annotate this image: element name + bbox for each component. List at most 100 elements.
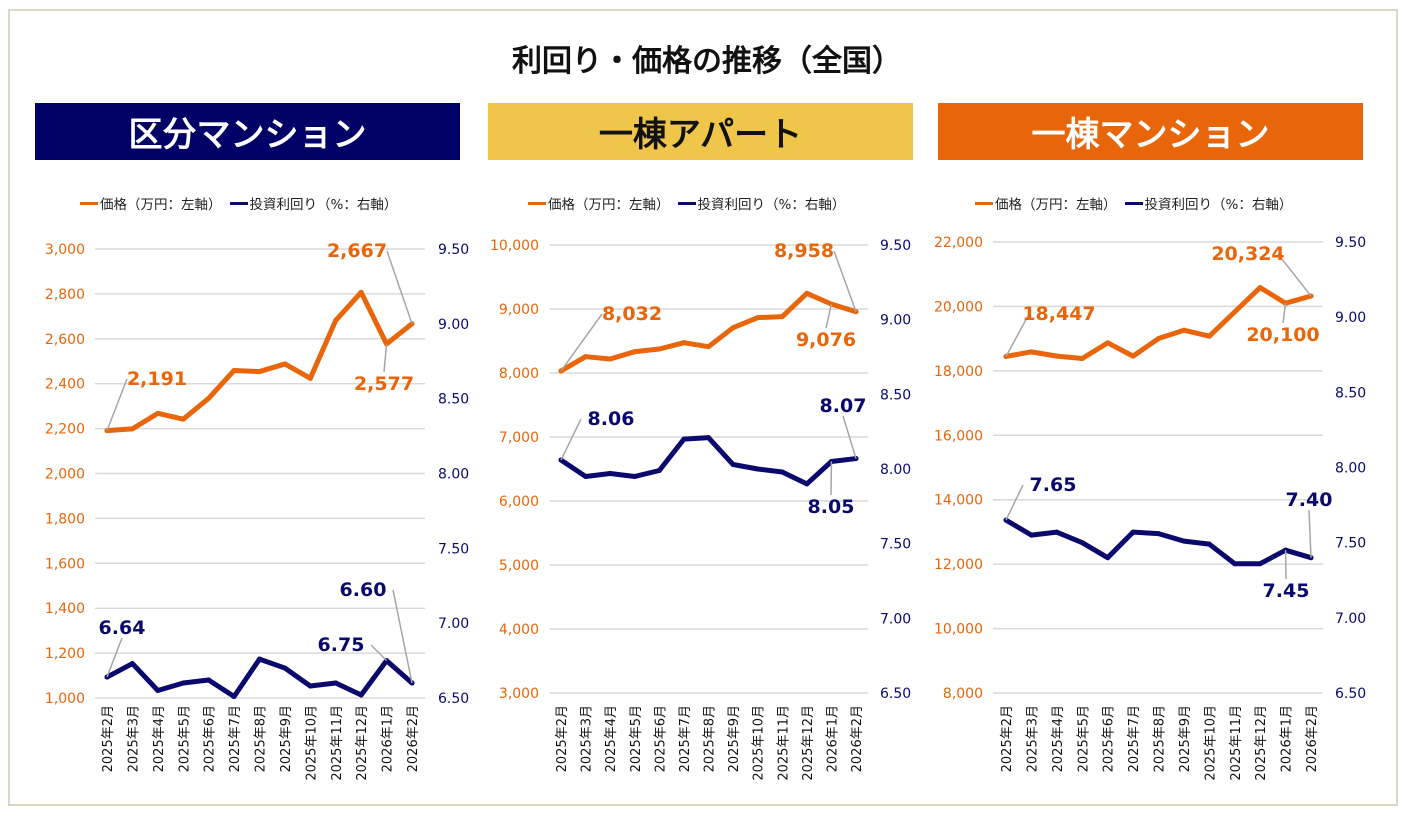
yield-point — [1257, 561, 1263, 567]
x-axis-tick-label: 2025年2月 — [555, 705, 570, 772]
x-axis-tick-label: 2025年8月 — [254, 705, 269, 772]
leader-line — [392, 589, 413, 684]
banner-kubun-mansion: 区分マンション — [35, 103, 460, 160]
x-axis-tick-label: 2025年6月 — [203, 705, 218, 772]
left-axis-tick-label: 4,000 — [499, 622, 539, 638]
x-axis-tick-label: 2025年7月 — [1127, 705, 1142, 772]
left-axis-tick-label: 10,000 — [934, 622, 983, 638]
banner-itto-apartment: 一棟アパート — [488, 103, 913, 160]
right-axis-tick-label: 8.00 — [1335, 461, 1366, 477]
x-axis-tick-label: 2025年4月 — [152, 705, 167, 772]
left-axis-tick-label: 6,000 — [499, 494, 539, 510]
left-axis-tick-label: 1,600 — [45, 556, 85, 572]
left-axis-tick-label: 8,000 — [499, 366, 539, 382]
price-swatch — [528, 201, 546, 205]
price-point — [632, 349, 638, 355]
yield-point — [1028, 532, 1034, 538]
x-axis-tick-label: 2025年12月 — [1254, 705, 1269, 781]
leader-line — [106, 637, 123, 678]
data-label: 8,958 — [774, 240, 834, 262]
leader-line — [825, 303, 833, 329]
leader-line — [106, 378, 128, 431]
x-axis-tick-label: 2025年8月 — [703, 705, 718, 772]
x-axis-tick-label: 2025年5月 — [629, 705, 644, 772]
yield-line — [558, 435, 859, 487]
yield-point — [1054, 529, 1060, 535]
yield-point — [282, 665, 288, 671]
data-label: 8.06 — [588, 408, 635, 430]
x-axis-tick-label: 2025年3月 — [580, 705, 595, 772]
legend-label-yield: 投資利回り（%：右軸） — [697, 197, 846, 213]
chart-panel-2: 8,000 10,000 12,000 14,000 16,000 18,000 20,00… — [934, 235, 1366, 781]
price-point — [155, 410, 161, 416]
price-point — [607, 356, 613, 362]
data-label: 2,191 — [127, 368, 187, 390]
legend: 価格（万円：左軸） 投資利回り（%：右軸） — [80, 193, 401, 213]
price-point — [282, 361, 288, 367]
yield-point — [1232, 561, 1238, 567]
yield-swatch — [677, 201, 696, 205]
left-axis-tick-label: 1,400 — [45, 601, 85, 617]
x-axis-tick-label: 2025年10月 — [1203, 705, 1218, 781]
right-axis-tick-label: 8.50 — [438, 392, 469, 408]
legend-label-price: 価格（万円：左軸） — [548, 197, 670, 213]
left-axis-tick-label: 3,000 — [499, 686, 539, 702]
yield-point — [583, 473, 589, 479]
right-axis-tick-label: 9.00 — [438, 317, 469, 333]
price-point — [583, 354, 589, 360]
yield-point — [333, 680, 339, 686]
yield-point — [1079, 540, 1085, 546]
price-point — [257, 369, 262, 375]
yield-swatch — [229, 201, 248, 205]
left-axis-tick-label: 2,000 — [45, 467, 85, 483]
right-axis-tick-label: 9.00 — [1335, 310, 1366, 326]
price-point — [206, 395, 212, 401]
price-line — [104, 289, 415, 434]
left-axis-tick-label: 3,000 — [45, 242, 85, 258]
x-axis-tick-label: 2025年3月 — [1025, 705, 1040, 772]
yield-point — [180, 680, 186, 686]
data-label: 8,032 — [602, 303, 662, 325]
legend-item-price: 価格（万円：左軸） — [80, 193, 222, 213]
right-axis-tick-label: 7.50 — [438, 541, 469, 557]
right-axis-tick-label: 8.00 — [880, 462, 911, 478]
x-axis-tick-label: 2025年2月 — [101, 705, 116, 772]
left-axis-tick-label: 7,000 — [499, 430, 539, 446]
data-label: 20,324 — [1211, 243, 1284, 265]
legend-item-yield: 投資利回り（%：右軸） — [677, 193, 846, 213]
left-axis-tick-label: 1,000 — [45, 691, 85, 707]
legend-item-yield: 投資利回り（%：右軸） — [229, 193, 397, 213]
yield-point — [804, 481, 810, 487]
left-axis-tick-label: 20,000 — [934, 299, 983, 315]
leader-line — [842, 415, 857, 459]
leader-line — [833, 250, 857, 312]
data-label: 18,447 — [1022, 303, 1095, 325]
chart-panel-0: 1,000 1,200 1,400 1,600 1,800 2,000 2,200 2,400… — [45, 240, 469, 781]
price-point — [681, 340, 687, 346]
yield-point — [706, 435, 711, 441]
price-point — [231, 367, 237, 373]
left-axis-tick-label: 22,000 — [934, 235, 983, 251]
right-axis-tick-label: 9.50 — [1335, 235, 1366, 251]
price-point — [1054, 353, 1060, 359]
price-point — [1156, 336, 1161, 342]
left-axis-tick-label: 9,000 — [499, 302, 539, 318]
legend-label-price: 価格（万円：左軸） — [995, 197, 1117, 213]
x-axis-tick-label: 2025年10月 — [752, 705, 767, 781]
left-axis-tick-label: 1,200 — [45, 646, 85, 662]
x-axis-tick-label: 2026年1月 — [825, 705, 840, 772]
price-point — [706, 344, 711, 350]
yield-point — [1181, 538, 1187, 544]
left-axis-tick-label: 14,000 — [934, 493, 983, 509]
x-axis-tick-label: 2025年5月 — [1076, 705, 1091, 772]
legend-label-yield: 投資利回り（%：右軸） — [1144, 197, 1293, 213]
x-axis-tick-label: 2025年4月 — [604, 705, 619, 772]
price-point — [180, 416, 186, 422]
price-point — [730, 325, 736, 331]
data-label: 7.40 — [1286, 489, 1333, 511]
x-axis-tick-label: 2025年2月 — [1000, 705, 1015, 772]
x-axis-tick-label: 2026年1月 — [381, 705, 396, 772]
yield-line — [104, 656, 415, 700]
left-axis-tick-label: 2,800 — [45, 287, 85, 303]
